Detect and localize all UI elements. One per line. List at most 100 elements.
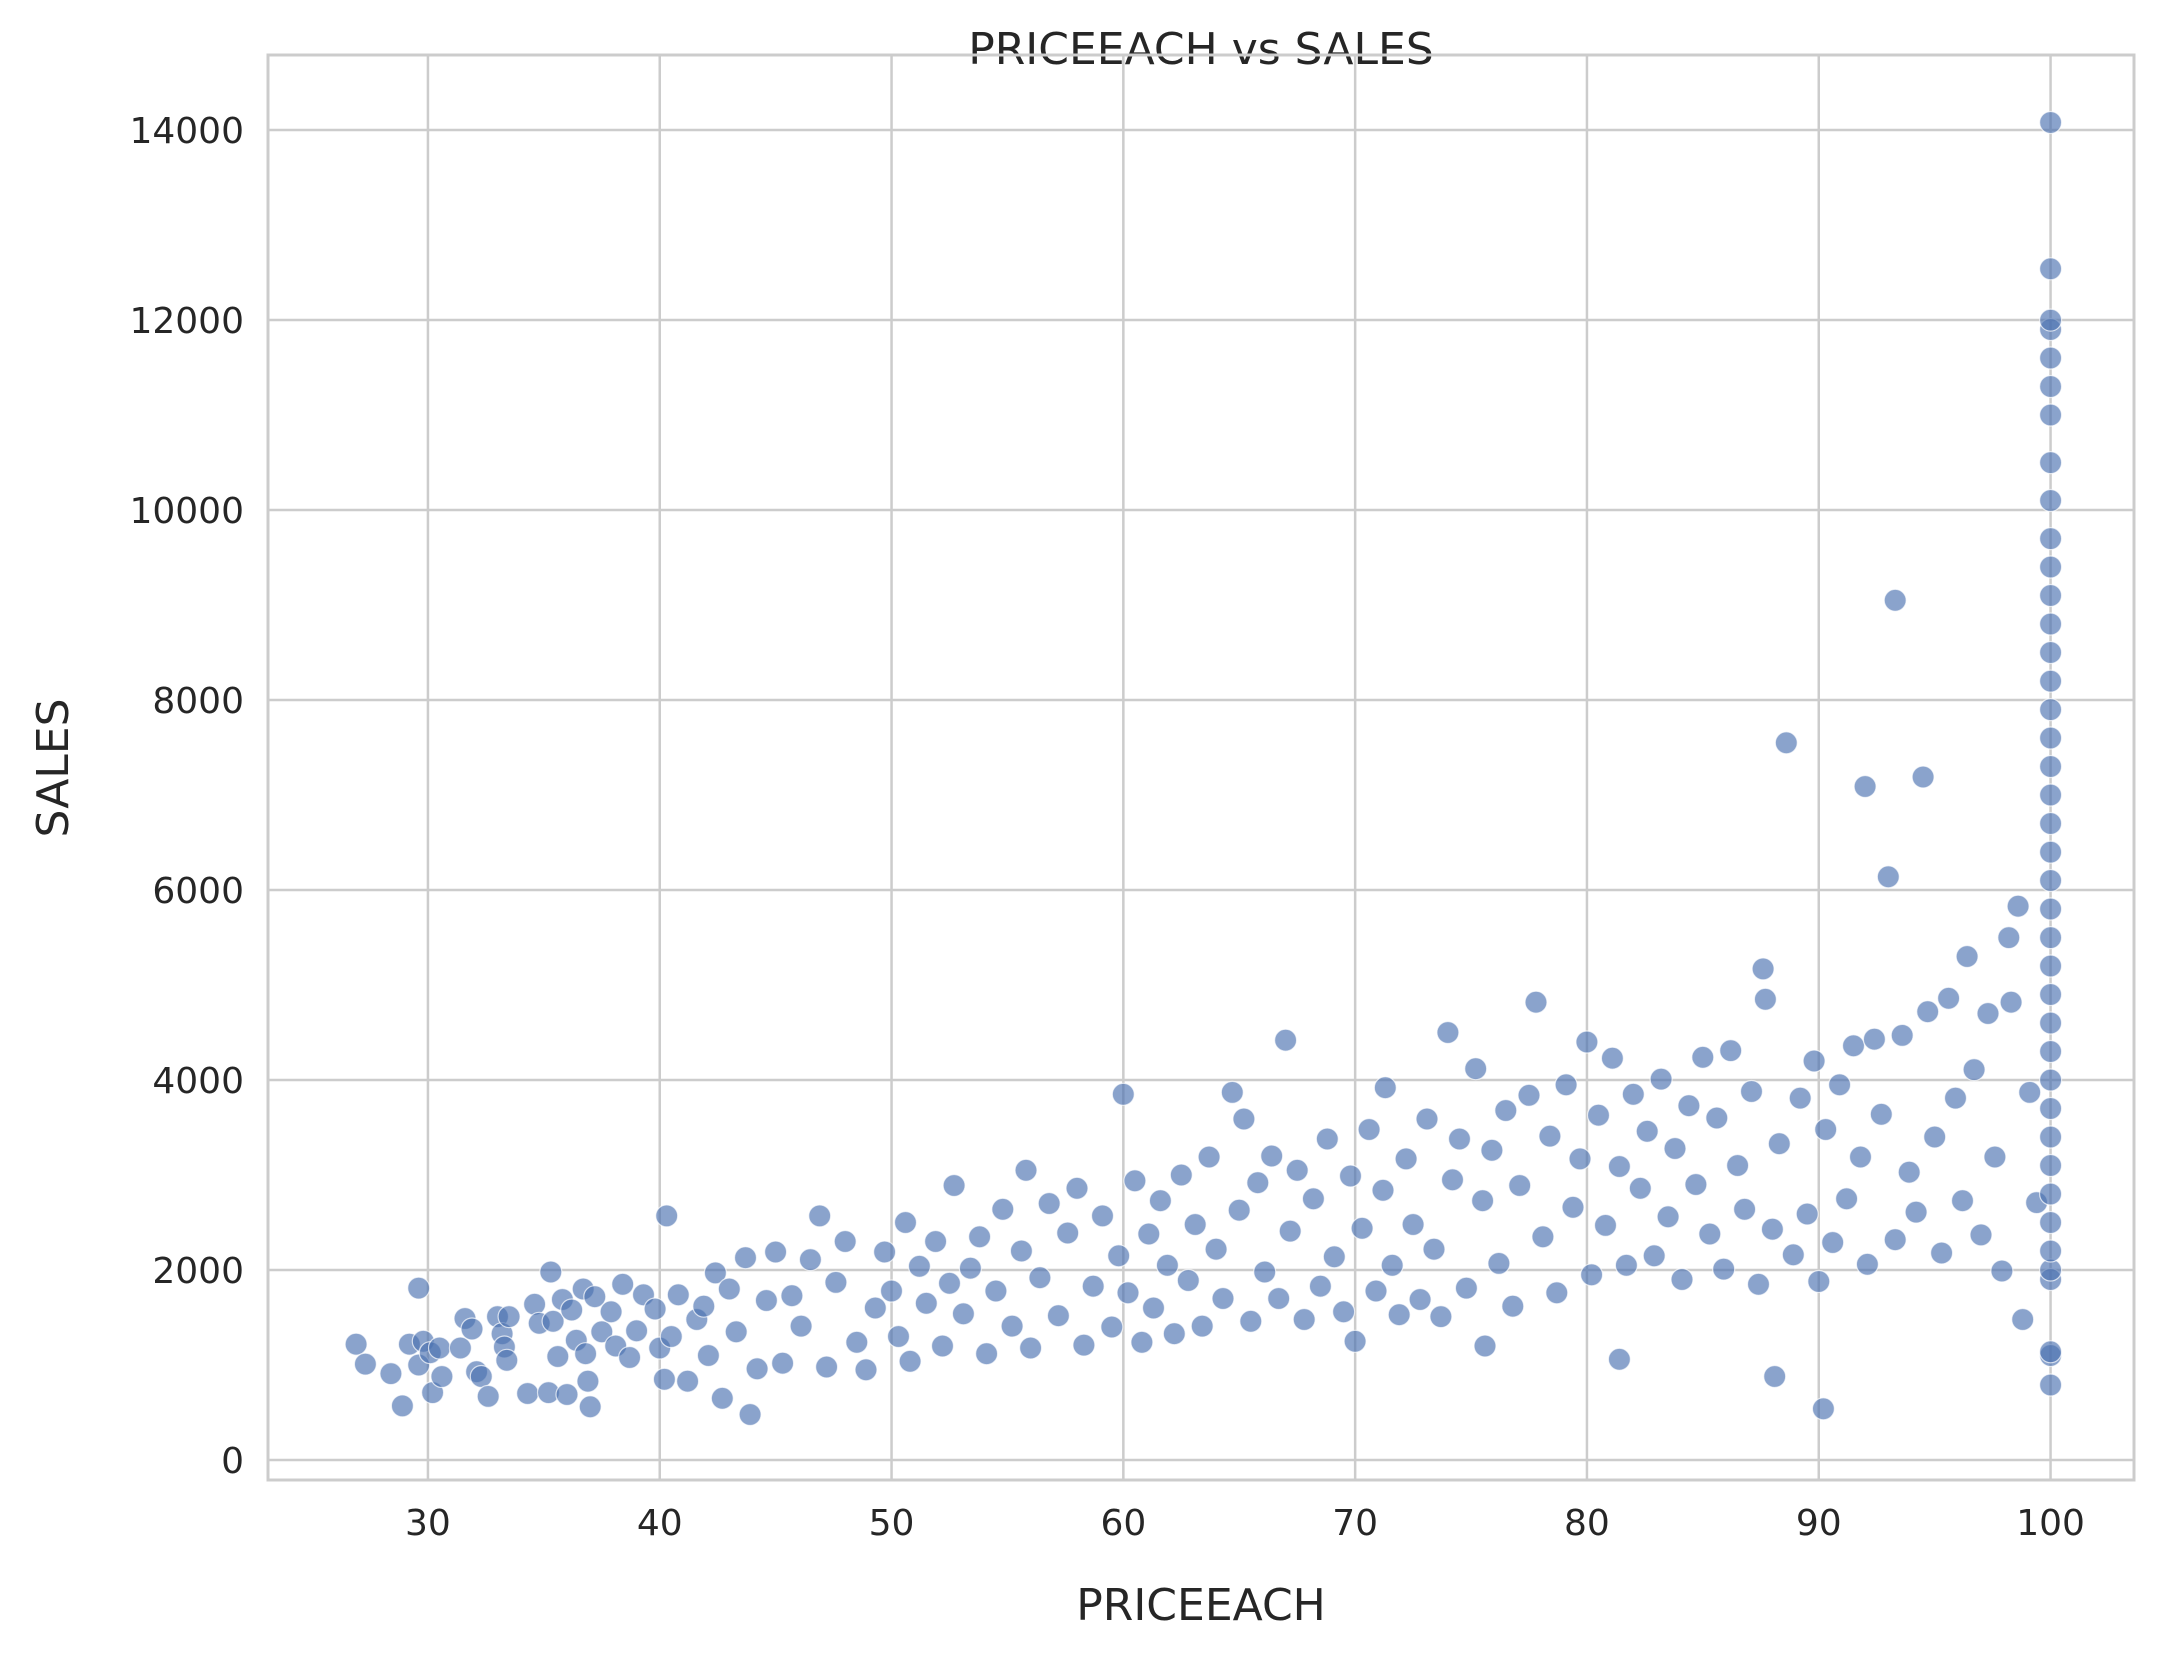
scatter-point bbox=[2039, 897, 2063, 921]
scatter-point bbox=[1239, 1309, 1263, 1333]
scatter-point bbox=[2039, 1039, 2063, 1064]
x-tick-label: 60 bbox=[1100, 1503, 1146, 1544]
scatter-point bbox=[886, 1324, 911, 1349]
scatter-point bbox=[1753, 987, 1778, 1011]
scatter-point bbox=[703, 1261, 728, 1285]
scatter-point bbox=[1072, 1333, 1096, 1357]
scatter-point bbox=[555, 1382, 579, 1407]
scatter-point bbox=[1746, 1272, 1771, 1296]
gridlines bbox=[268, 55, 2134, 1480]
scatter-point bbox=[1123, 1169, 1147, 1193]
scatter-point bbox=[824, 1270, 848, 1295]
scatter-point bbox=[893, 1210, 918, 1235]
scatter-point bbox=[1278, 1219, 1302, 1243]
x-tick-label: 70 bbox=[1332, 1503, 1378, 1544]
scatter-point bbox=[353, 1352, 377, 1376]
scatter-point bbox=[1890, 1023, 1914, 1048]
scatter-point bbox=[515, 1381, 540, 1406]
scatter-point bbox=[2039, 403, 2063, 427]
scatter-point bbox=[2039, 982, 2063, 1007]
scatter-point bbox=[495, 1348, 519, 1372]
scatter-point bbox=[1090, 1204, 1115, 1228]
scatter-point bbox=[1999, 990, 2023, 1014]
scatter-point bbox=[2039, 110, 2063, 135]
scatter-point bbox=[1929, 1241, 1954, 1265]
scatter-point bbox=[1649, 1067, 1673, 1091]
scatter-point bbox=[1586, 1103, 1611, 1127]
scatter-point bbox=[1531, 1225, 1555, 1249]
scatter-point bbox=[1600, 1046, 1625, 1070]
scatter-point bbox=[2018, 1080, 2042, 1105]
scatter-point bbox=[1331, 1300, 1356, 1324]
y-tick-label: 12000 bbox=[129, 301, 244, 342]
scatter-point bbox=[1301, 1187, 1326, 1211]
scatter-point bbox=[1855, 1252, 1880, 1276]
scatter-point bbox=[1394, 1147, 1418, 1171]
y-tick-label: 6000 bbox=[152, 871, 244, 912]
scatter-point bbox=[1338, 1164, 1363, 1188]
scatter-point bbox=[407, 1276, 431, 1300]
scatter-point bbox=[2006, 894, 2030, 918]
y-tick-label: 14000 bbox=[129, 111, 244, 152]
chart-title: PRICEEACH vs SALES bbox=[968, 24, 1434, 75]
y-tick-label: 0 bbox=[221, 1441, 244, 1482]
scatter-point bbox=[2039, 1153, 2063, 1178]
scatter-point bbox=[1705, 1106, 1729, 1130]
scatter-point bbox=[930, 1334, 955, 1358]
scatter-point bbox=[1056, 1221, 1080, 1245]
scatter-point bbox=[1897, 1160, 1921, 1184]
scatter-point bbox=[2039, 954, 2063, 978]
scatter-point bbox=[2039, 697, 2063, 722]
scatter-point bbox=[2039, 669, 2063, 693]
scatter-point bbox=[1350, 1216, 1374, 1240]
scatter-point bbox=[1197, 1145, 1221, 1169]
scatter-point bbox=[1273, 1028, 1298, 1052]
scatter-point bbox=[1911, 765, 1935, 789]
scatter-point bbox=[539, 1260, 563, 1284]
scatter-point bbox=[460, 1317, 484, 1341]
scatter-point bbox=[1876, 865, 1900, 889]
scatter-point bbox=[1141, 1296, 1166, 1320]
scatter-point bbox=[1018, 1336, 1043, 1360]
scatter-point bbox=[573, 1342, 598, 1366]
scatter-point bbox=[1767, 1132, 1791, 1156]
scatter-point bbox=[1732, 1197, 1757, 1221]
scatter-point bbox=[879, 1279, 904, 1303]
scatter-point bbox=[914, 1291, 938, 1315]
scatter-point bbox=[1169, 1163, 1193, 1187]
scatter-point bbox=[1781, 1243, 1805, 1267]
scatter-point bbox=[1517, 1083, 1541, 1107]
scatter-point bbox=[675, 1369, 700, 1393]
scatter-point bbox=[2039, 1373, 2063, 1397]
scatter-point bbox=[780, 1284, 804, 1308]
scatter-point bbox=[733, 1246, 758, 1270]
scatter-point bbox=[1950, 1189, 1975, 1213]
scatter-point bbox=[1285, 1158, 1309, 1182]
scatter-point bbox=[2039, 783, 2063, 807]
scatter-point bbox=[1883, 1228, 1907, 1252]
scatter-point bbox=[2039, 1011, 2063, 1035]
scatter-point bbox=[1470, 1189, 1495, 1213]
scatter-point bbox=[710, 1386, 734, 1410]
scatter-point bbox=[1308, 1274, 1333, 1298]
scatter-point bbox=[2039, 346, 2063, 370]
scatter-point bbox=[1387, 1303, 1411, 1327]
scatter-point bbox=[1841, 1034, 1866, 1058]
scatter-point bbox=[617, 1345, 642, 1370]
scatter-point bbox=[1593, 1213, 1618, 1238]
scatter-point bbox=[1408, 1287, 1432, 1312]
scatter-point bbox=[1561, 1195, 1585, 1219]
scatter-point bbox=[1670, 1267, 1694, 1292]
scatter-point bbox=[808, 1204, 832, 1228]
scatter-point bbox=[1751, 957, 1775, 981]
scatter-point bbox=[991, 1197, 1015, 1221]
scatter-point bbox=[1292, 1307, 1316, 1332]
scatter-point bbox=[2039, 1125, 2063, 1149]
scatter-point bbox=[448, 1336, 472, 1360]
scatter-point bbox=[1814, 1117, 1838, 1142]
scatter-point bbox=[1936, 986, 1961, 1010]
scatter-point bbox=[1000, 1314, 1024, 1338]
scatter-point bbox=[427, 1336, 452, 1360]
scatter-point bbox=[1607, 1154, 1632, 1179]
scatter-point bbox=[390, 1394, 414, 1418]
